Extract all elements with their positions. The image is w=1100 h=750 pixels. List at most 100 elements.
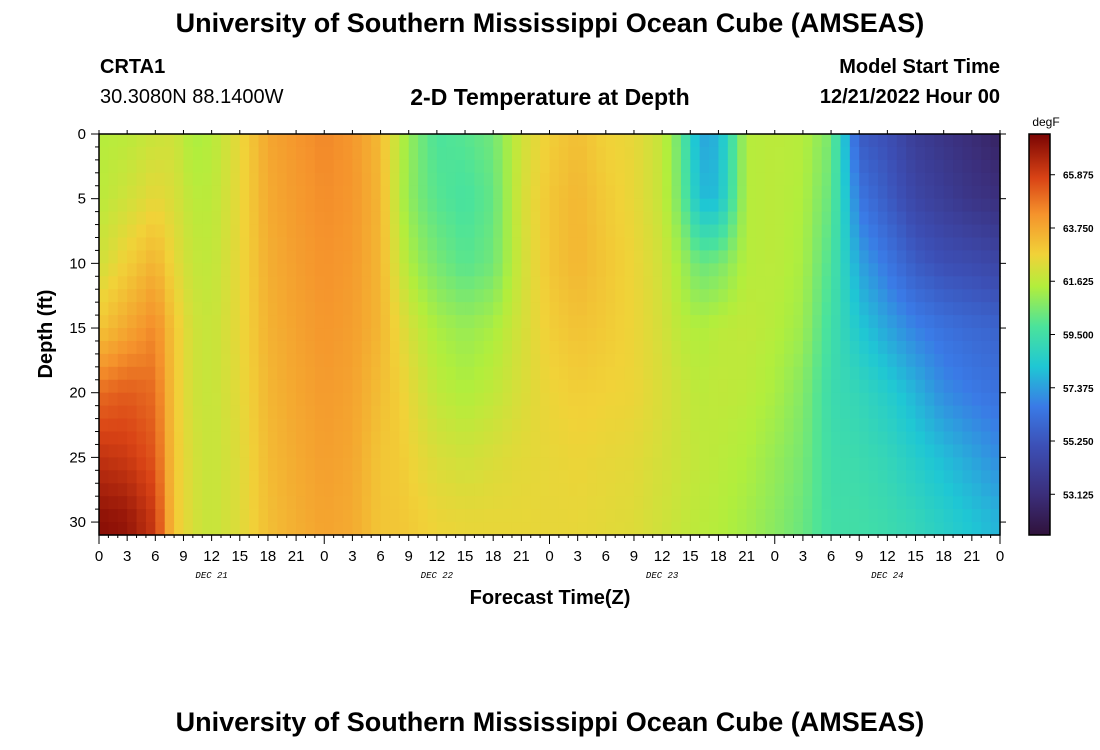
heatmap-cell: [296, 276, 307, 290]
heatmap-cell: [202, 185, 213, 200]
heatmap-cell: [455, 405, 466, 420]
heatmap-cell: [831, 302, 842, 316]
heatmap-cell: [455, 315, 466, 329]
heatmap-cell: [990, 496, 1001, 510]
heatmap-cell: [896, 276, 907, 290]
heatmap-cell: [258, 276, 269, 290]
heatmap-cell: [174, 172, 185, 187]
heatmap-cell: [868, 392, 879, 407]
heatmap-cell: [521, 198, 532, 213]
heatmap-cell: [662, 211, 673, 226]
heatmap-cell: [784, 134, 795, 148]
heatmap-cell: [906, 198, 917, 213]
heatmap-cell: [239, 509, 250, 523]
heatmap-cell: [277, 405, 288, 420]
heatmap-cell: [343, 263, 354, 277]
heatmap-cell: [971, 276, 982, 290]
heatmap-cell: [465, 328, 476, 342]
heatmap-cell: [887, 237, 898, 252]
heatmap-cell: [671, 457, 682, 471]
heatmap-cell: [802, 146, 813, 161]
heatmap-cell: [746, 237, 757, 252]
heatmap-cell: [540, 457, 551, 471]
heatmap-cell: [633, 276, 644, 290]
heatmap-cell: [267, 522, 278, 536]
heatmap-cell: [981, 159, 992, 174]
heatmap-cell: [924, 263, 935, 277]
heatmap-cell: [352, 172, 363, 187]
heatmap-cell: [662, 134, 673, 148]
day-label: DEC 24: [871, 571, 903, 581]
heatmap-cell: [483, 431, 494, 446]
heatmap-cell: [840, 302, 851, 316]
heatmap-cell: [568, 496, 579, 510]
heatmap-cell: [821, 250, 832, 264]
heatmap-cell: [718, 457, 729, 471]
heatmap-cell: [906, 159, 917, 174]
heatmap-cell: [802, 522, 813, 536]
heatmap-cell: [587, 328, 598, 342]
heatmap-cell: [230, 315, 241, 329]
heatmap-cell: [821, 470, 832, 484]
heatmap-cell: [192, 276, 203, 290]
heatmap-cell: [587, 353, 598, 368]
heatmap-cell: [221, 353, 231, 368]
heatmap-cell: [962, 146, 973, 161]
heatmap-cell: [549, 224, 560, 239]
heatmap-cell: [943, 289, 954, 303]
heatmap-cell: [511, 237, 522, 252]
heatmap-cell: [831, 405, 842, 420]
heatmap-cell: [568, 470, 579, 484]
heatmap-cell: [774, 263, 785, 277]
heatmap-cell: [511, 483, 522, 497]
heatmap-cell: [981, 263, 992, 277]
heatmap-cell: [746, 496, 757, 510]
heatmap-cell: [906, 431, 917, 446]
heatmap-cell: [615, 211, 626, 226]
heatmap-cell: [380, 185, 391, 200]
heatmap-cell: [511, 353, 522, 368]
heatmap-cell: [934, 457, 945, 471]
heatmap-cell: [117, 146, 128, 161]
heatmap-cell: [802, 250, 813, 264]
heatmap-cell: [436, 250, 447, 264]
heatmap-cell: [408, 353, 419, 368]
heatmap-cell: [408, 392, 419, 407]
heatmap-cell: [324, 198, 335, 213]
heatmap-cell: [699, 224, 710, 239]
heatmap-cell: [849, 276, 860, 290]
heatmap-cell: [990, 134, 1001, 148]
heatmap-cell: [446, 146, 457, 161]
heatmap-cell: [906, 211, 917, 226]
heatmap-cell: [343, 392, 354, 407]
heatmap-cell: [305, 224, 316, 239]
heatmap-cell: [99, 496, 109, 510]
heatmap-cell: [502, 276, 513, 290]
heatmap-cell: [934, 509, 945, 523]
heatmap-cell: [896, 509, 907, 523]
heatmap-cell: [324, 340, 335, 355]
heatmap-cell: [699, 185, 710, 200]
heatmap-cell: [221, 224, 231, 239]
heatmap-cell: [643, 340, 654, 355]
heatmap-cell: [577, 185, 588, 200]
heatmap-cell: [755, 392, 766, 407]
heatmap-cell: [136, 185, 147, 200]
heatmap-cell: [230, 522, 241, 536]
heatmap-cell: [727, 457, 738, 471]
heatmap-cell: [136, 392, 147, 407]
heatmap-cell: [540, 276, 551, 290]
heatmap-cell: [671, 263, 682, 277]
heatmap-cell: [765, 289, 776, 303]
heatmap-cell: [267, 496, 278, 510]
heatmap-cell: [530, 522, 541, 536]
heatmap-cell: [286, 263, 297, 277]
heatmap-cell: [924, 496, 935, 510]
heatmap-cell: [230, 418, 241, 433]
heatmap-cell: [436, 237, 447, 252]
heatmap-cell: [568, 289, 579, 303]
heatmap-cell: [587, 483, 598, 497]
heatmap-cell: [915, 289, 926, 303]
heatmap-cell: [239, 392, 250, 407]
heatmap-cell: [380, 302, 391, 316]
